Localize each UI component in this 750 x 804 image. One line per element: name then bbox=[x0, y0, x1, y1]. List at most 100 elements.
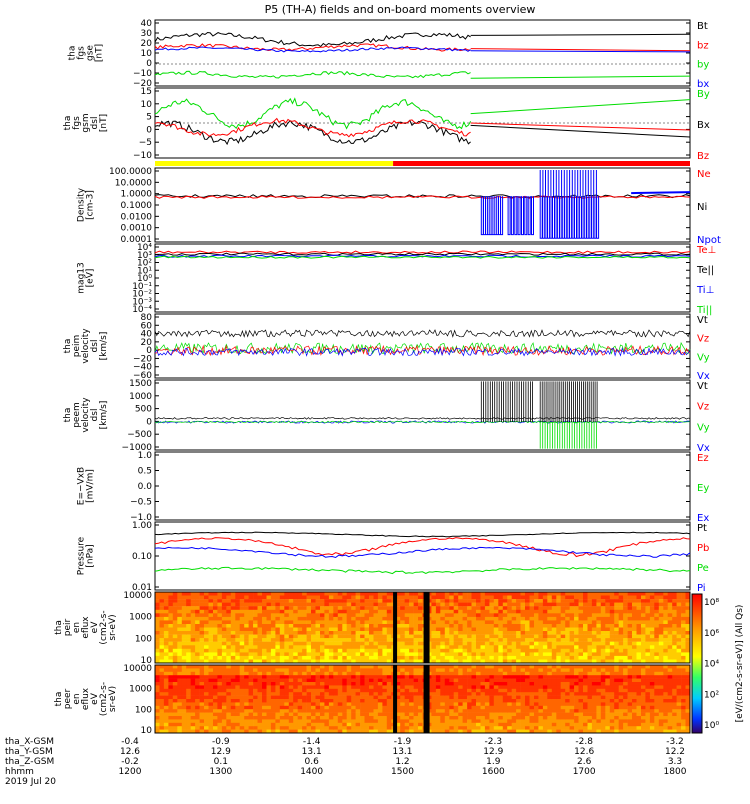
spectrogram-cell bbox=[267, 696, 272, 700]
spectrogram-cell bbox=[289, 702, 294, 706]
spectrogram-cell bbox=[177, 696, 182, 700]
spectrogram-cell bbox=[476, 606, 481, 610]
spectrogram-cell bbox=[409, 689, 414, 693]
spectrogram-cell bbox=[284, 709, 289, 713]
spectrogram-cell bbox=[596, 635, 601, 639]
spectrogram-cell bbox=[217, 631, 222, 635]
spectrogram-cell bbox=[605, 617, 610, 621]
spectrogram-cell bbox=[431, 696, 436, 700]
spectrogram-cell bbox=[472, 606, 477, 610]
spectrogram-cell bbox=[338, 610, 343, 614]
spectrogram-cell bbox=[552, 635, 557, 639]
spectrogram-cell bbox=[338, 596, 343, 600]
spectrogram-cell bbox=[583, 628, 588, 632]
spectrogram-cell bbox=[592, 631, 597, 635]
spectrogram-cell bbox=[521, 649, 526, 653]
spectrogram-cell bbox=[454, 596, 459, 600]
spectrogram-cell bbox=[258, 613, 263, 617]
spectrogram-cell bbox=[324, 675, 329, 679]
spectrogram-cell bbox=[249, 635, 254, 639]
spectrogram-cell bbox=[489, 716, 494, 720]
spectrogram-cell bbox=[209, 617, 214, 621]
spectrogram-cell bbox=[414, 617, 419, 621]
spectrogram-cell bbox=[570, 599, 575, 603]
spectrogram-cell bbox=[378, 610, 383, 614]
spectrogram-cell bbox=[570, 706, 575, 710]
spectrogram-cell bbox=[365, 645, 370, 649]
spectrogram-cell bbox=[213, 699, 218, 703]
spectrogram-cell bbox=[583, 709, 588, 713]
spectrogram-cell bbox=[547, 726, 552, 730]
spectrogram-cell bbox=[191, 610, 196, 614]
spectrogram-cell bbox=[409, 716, 414, 720]
spectrogram-cell bbox=[588, 592, 593, 596]
spectrogram-cell bbox=[458, 672, 463, 676]
spectrogram-cell bbox=[222, 596, 227, 600]
spectrogram-cell bbox=[244, 692, 249, 696]
spectrogram-cell bbox=[659, 668, 664, 672]
spectrogram-cell bbox=[235, 624, 240, 628]
spectrogram-cell bbox=[645, 656, 650, 660]
spectrogram-cell bbox=[324, 624, 329, 628]
spectrogram-cell bbox=[654, 606, 659, 610]
spectrogram-cell bbox=[329, 672, 334, 676]
spectrogram-cell bbox=[333, 610, 338, 614]
spectrogram-cell bbox=[436, 709, 441, 713]
spectrogram-cell bbox=[204, 675, 209, 679]
spectrogram-cell bbox=[200, 596, 205, 600]
spectrogram-cell bbox=[445, 726, 450, 730]
spectrogram-cell bbox=[436, 675, 441, 679]
spectrogram-cell bbox=[463, 592, 468, 596]
spectrogram-cell bbox=[191, 656, 196, 660]
spectrogram-cell bbox=[365, 689, 370, 693]
spectrogram-cell bbox=[356, 665, 361, 669]
spectrogram-cell bbox=[222, 679, 227, 683]
spectrogram-cell bbox=[507, 610, 512, 614]
spectrogram-cell bbox=[213, 603, 218, 607]
spectrogram-cell bbox=[155, 699, 160, 703]
spectrogram-cell bbox=[311, 649, 316, 653]
spectrogram-cell bbox=[547, 675, 552, 679]
spectrogram-cell bbox=[547, 696, 552, 700]
spectrogram-cell bbox=[284, 617, 289, 621]
spectrogram-cell bbox=[645, 628, 650, 632]
spectrogram-cell bbox=[316, 624, 321, 628]
spectrogram-cell bbox=[307, 672, 312, 676]
spectrogram-cell bbox=[659, 638, 664, 642]
spectrogram-cell bbox=[231, 645, 236, 649]
spectrogram-cell bbox=[610, 592, 615, 596]
spectrogram-cell bbox=[275, 685, 280, 689]
spectrogram-cell bbox=[654, 723, 659, 727]
spectrogram-cell bbox=[431, 723, 436, 727]
spectrogram-cell bbox=[347, 699, 352, 703]
series-Pt bbox=[155, 532, 690, 537]
spectrogram-cell bbox=[387, 592, 392, 596]
spectrogram-cell bbox=[222, 617, 227, 621]
spectrogram-cell bbox=[222, 635, 227, 639]
spectrogram-cell bbox=[650, 617, 655, 621]
spectrogram-cell bbox=[579, 668, 584, 672]
spectrogram-cell bbox=[476, 726, 481, 730]
spectrogram-cell bbox=[614, 656, 619, 660]
spectrogram-cell bbox=[284, 631, 289, 635]
spectrogram-cell bbox=[507, 685, 512, 689]
spectrogram-cell bbox=[476, 716, 481, 720]
spectrogram-cell bbox=[623, 596, 628, 600]
spectrogram-cell bbox=[275, 726, 280, 730]
spectrogram-cell bbox=[588, 635, 593, 639]
spectrogram-cell bbox=[333, 642, 338, 646]
spectrogram-cell bbox=[570, 672, 575, 676]
spectrogram-cell bbox=[574, 696, 579, 700]
spectrogram-cell bbox=[280, 726, 285, 730]
spectrogram-cell bbox=[610, 599, 615, 603]
spectrogram-cell bbox=[351, 682, 356, 686]
spectrogram-cell bbox=[382, 719, 387, 723]
spectrogram-cell bbox=[244, 685, 249, 689]
spectrogram-cell bbox=[561, 668, 566, 672]
spectrogram-cell bbox=[284, 716, 289, 720]
spectrogram-cell bbox=[463, 624, 468, 628]
spectrogram-cell bbox=[489, 672, 494, 676]
spectrogram-cell bbox=[472, 645, 477, 649]
spectrogram-cell bbox=[454, 603, 459, 607]
spectrogram-cell bbox=[489, 675, 494, 679]
